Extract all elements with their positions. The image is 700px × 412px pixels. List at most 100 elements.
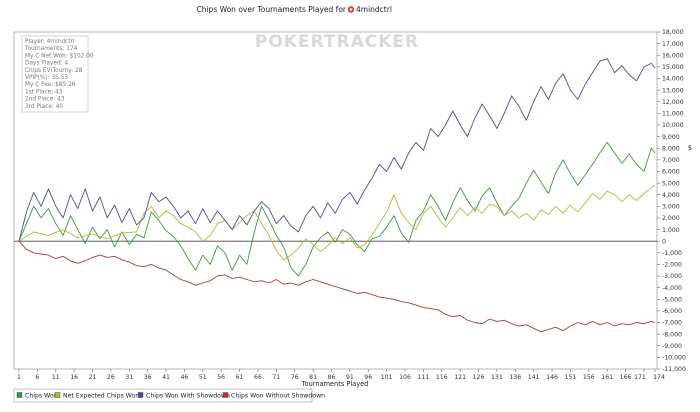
y-tick-label: -8,000	[662, 331, 682, 338]
info-line: 3rd Place: 40	[25, 104, 63, 110]
legend: Chips Won Net Expected Chips Won Chips Won…	[13, 388, 325, 403]
legend-swatch	[16, 392, 23, 398]
y-tick-label: -9,000	[662, 343, 682, 350]
y-tick-label: 12,000	[662, 99, 684, 106]
x-tick-label: 51	[199, 374, 207, 381]
info-line: 1st Place: 43	[25, 89, 63, 95]
y-tick-label: 1,000	[662, 227, 680, 234]
info-line: Player: 4mindctrl	[25, 39, 75, 45]
y-axis-label: $	[688, 144, 692, 152]
x-tick-label: 86	[328, 374, 336, 381]
series-line-chips-won	[18, 141, 656, 277]
y-tick-label: 9,000	[662, 134, 680, 141]
x-tick-label: 81	[309, 374, 317, 381]
legend-item-net-expected-chips-won: Net Expected Chips Won	[54, 392, 139, 400]
x-tick-label: 111	[417, 374, 429, 381]
y-tick-label: 11,000	[662, 111, 684, 118]
y-tick-label: 18,000	[662, 29, 684, 36]
y-tick-label: 0	[662, 238, 666, 245]
info-line: VPIP(%): 35.53	[25, 75, 68, 81]
x-tick-label: 36	[144, 374, 152, 381]
info-line: 2nd Place: 43	[25, 97, 65, 103]
x-axis-label: Tournaments Played	[301, 380, 369, 388]
legend-label: Chips Won With Showdown	[146, 393, 230, 400]
legend-item-chips-won-without-showdown: Chips Won Without Showdown	[222, 392, 325, 400]
x-tick-label: 121	[454, 374, 466, 381]
y-tick-label: -7,000	[662, 320, 682, 327]
x-tick-label: 131	[491, 374, 503, 381]
y-tick-label: -5,000	[662, 296, 682, 303]
x-tick-label: 76	[291, 374, 299, 381]
x-tick-label: 161	[601, 374, 613, 381]
legend-swatch	[137, 392, 144, 398]
chart-title-group: Chips Won over Tournaments Played for 4m…	[196, 5, 391, 14]
x-tick-label: 11	[52, 374, 60, 381]
y-tick-label: 13,000	[662, 87, 684, 94]
info-line: My C Net Won: $102.00	[25, 53, 94, 59]
y-tick-label: -3,000	[662, 273, 682, 280]
y-tick-label: -11,000	[662, 366, 686, 373]
x-tick-label: 31	[125, 374, 133, 381]
x-tick-label: 1	[17, 374, 21, 381]
y-tick-label: 5,000	[662, 180, 680, 187]
x-tick-label: 146	[546, 374, 558, 381]
poker-chip-icon	[347, 6, 355, 13]
x-tick-label: 126	[473, 374, 485, 381]
y-tick-label: 8,000	[662, 145, 680, 152]
x-tick-label: 141	[528, 374, 540, 381]
x-tick-label: 136	[509, 374, 521, 381]
chart-player-name: 4mindctrl	[356, 5, 392, 14]
plot-area	[13, 31, 658, 370]
y-tick-label: 7,000	[662, 157, 680, 164]
info-line: Tournaments: 174	[24, 46, 78, 52]
y-tick-label: -2,000	[662, 262, 682, 269]
x-tick-label: 56	[217, 374, 225, 381]
watermark: POKERTRACKER	[255, 32, 419, 52]
x-tick-label: 116	[436, 374, 448, 381]
info-line: Days Played: 4	[25, 61, 68, 67]
x-tick-label: 21	[89, 374, 97, 381]
legend-item-chips-won: Chips Won	[16, 392, 58, 400]
x-tick-label: 41	[162, 374, 170, 381]
y-tick-label: -1,000	[662, 250, 682, 257]
y-tick-label: 16,000	[662, 52, 684, 59]
x-tick-label: 101	[381, 374, 393, 381]
x-tick-label: 174	[653, 374, 665, 381]
x-tick-label: 6	[35, 374, 39, 381]
x-tick-label: 61	[236, 374, 244, 381]
legend-label: Chips Won	[25, 393, 58, 400]
y-tick-label: 3,000	[662, 204, 680, 211]
series-line-chips-won-with-showdown	[18, 58, 656, 242]
y-tick-label: 17,000	[662, 41, 684, 48]
x-tick-label: 66	[254, 374, 262, 381]
y-tick-label: -6,000	[662, 308, 682, 315]
x-tick-label: 166	[620, 374, 632, 381]
series-line-chips-won-without-showdown	[18, 240, 656, 333]
y-tick-label: 14,000	[662, 76, 684, 83]
info-line: My C Fee: $85.26	[25, 82, 76, 88]
x-tick-label: 171	[634, 374, 646, 381]
x-tick-label: 91	[346, 374, 354, 381]
x-tick-label: 156	[583, 374, 595, 381]
y-tick-label: 4,000	[662, 192, 680, 199]
x-tick-label: 46	[180, 374, 188, 381]
y-tick-label: -4,000	[662, 285, 682, 292]
y-tick-label: 10,000	[662, 122, 684, 129]
series-lines	[18, 58, 656, 333]
x-axis: 1 6 11 16 21 26 31 36 41 46 51 56 61 66 71 76 81 86 91 96 10…	[17, 369, 665, 381]
x-tick-label: 151	[565, 374, 577, 381]
x-tick-label: 71	[272, 374, 280, 381]
series-line-net-expected-chips-won	[18, 185, 656, 261]
x-tick-label: 26	[107, 374, 115, 381]
x-tick-label: 96	[364, 374, 372, 381]
legend-label: Chips Won Without Showdown	[231, 393, 325, 400]
y-axis: -11,000 -10,000 -9,000 -8,000 -7,000 -6,000 -5…	[657, 29, 686, 373]
legend-swatch	[54, 392, 61, 398]
legend-label: Net Expected Chips Won	[63, 393, 139, 400]
y-tick-label: 15,000	[662, 64, 684, 71]
y-tick-label: -10,000	[662, 355, 686, 362]
legend-swatch	[222, 392, 229, 398]
chart-title: Chips Won over Tournaments Played for	[196, 5, 346, 14]
